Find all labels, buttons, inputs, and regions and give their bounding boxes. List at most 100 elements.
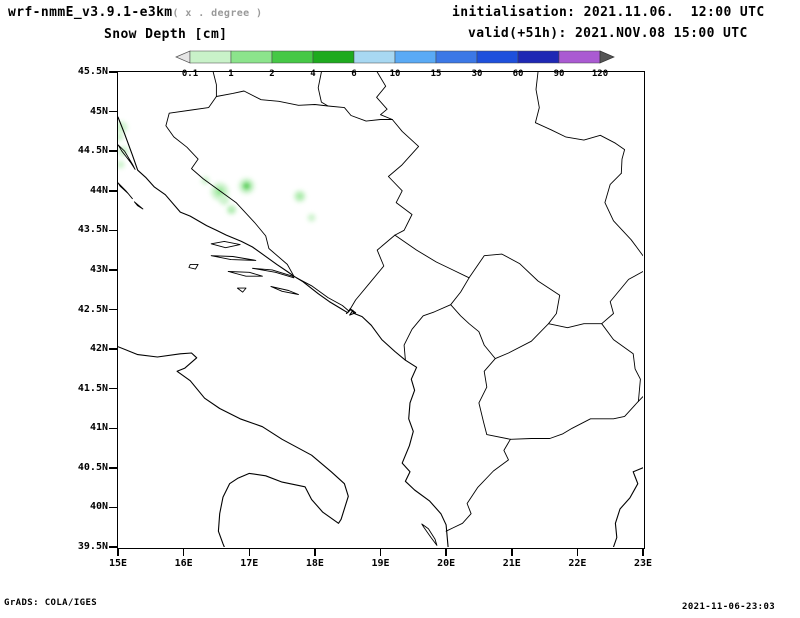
colorbar-label: 15	[431, 69, 442, 79]
island-path	[420, 523, 437, 546]
lon-tick	[445, 549, 447, 556]
lat-tick	[108, 71, 117, 73]
lat-tick-label: 43.5N	[77, 224, 108, 236]
colorbar-segment	[394, 50, 437, 64]
border-path	[403, 303, 451, 361]
lat-tick-label: 44.5N	[77, 145, 108, 157]
lon-tick	[117, 549, 119, 556]
colorbar-segment	[312, 50, 355, 64]
model-title: wrf-nmmE_v3.9.1-e3km( x . degree )	[8, 5, 262, 20]
colorbar-label: 1	[228, 69, 233, 79]
colorbar-segment	[517, 50, 560, 64]
border-path	[547, 322, 602, 328]
lon-tick-label: 17E	[240, 558, 259, 569]
colorbar-under-arrow	[175, 50, 191, 64]
lon-tick-label: 20E	[437, 558, 456, 569]
map-canvas	[117, 71, 643, 547]
coastline-path	[117, 345, 349, 547]
snow-spot	[229, 207, 233, 212]
initialisation-text: initialisation: 2021.11.06. 12:00 UTC	[452, 5, 765, 20]
model-title-text: wrf-nmmE_v3.9.1-e3km	[8, 5, 173, 20]
lon-tick	[511, 549, 513, 556]
island-path	[133, 200, 143, 209]
island-path	[251, 267, 294, 278]
colorbar-segment	[435, 50, 478, 64]
colorbar-label: 120	[592, 69, 608, 79]
snow-spot	[296, 193, 302, 199]
lat-tick-label: 41N	[89, 422, 108, 434]
island-path	[210, 254, 256, 261]
lon-tick-label: 21E	[502, 558, 521, 569]
model-resolution-note: ( x . degree )	[172, 8, 263, 19]
lat-tick	[108, 150, 117, 152]
border-path	[212, 71, 217, 97]
border-path	[295, 276, 349, 312]
lon-tick	[379, 549, 382, 556]
lat-tick	[108, 348, 117, 350]
border-path	[215, 90, 393, 122]
border-path	[477, 357, 511, 440]
lat-tick-label: 42.5N	[77, 303, 108, 315]
colorbar-label: 30	[472, 69, 483, 79]
lat-tick	[108, 190, 117, 192]
snow-spot	[218, 194, 229, 205]
colorbar-label: 4	[310, 69, 316, 79]
colorbar-label: 2	[269, 69, 274, 79]
colorbar-segment	[558, 50, 601, 64]
colorbar-segment	[189, 50, 232, 64]
lat-tick-label: 45.5N	[77, 66, 108, 77]
colorbar-label: 0.1	[182, 69, 198, 79]
border-path	[387, 118, 419, 236]
colorbar-label: 60	[513, 69, 524, 79]
lat-tick-label: 41.5N	[77, 382, 108, 394]
border-path	[317, 71, 328, 106]
colorbar-label: 10	[390, 69, 401, 79]
border-path	[603, 172, 643, 256]
lon-tick-label: 15E	[108, 558, 128, 569]
colorbar-label: 6	[351, 69, 356, 79]
grads-credit: GrADS: COLA/IGES	[4, 598, 98, 608]
lat-tick-label: 40N	[89, 501, 108, 513]
border-path	[375, 71, 393, 120]
lat-tick	[108, 308, 117, 311]
lon-tick-label: 23E	[633, 558, 653, 569]
colorbar-segment	[476, 50, 519, 64]
border-path	[534, 71, 625, 174]
lon-tick-label: 19E	[371, 558, 390, 569]
border-path	[445, 438, 511, 532]
border-path	[600, 322, 641, 402]
colorbar-segment	[353, 50, 396, 64]
snow-spot	[117, 132, 123, 141]
lat-tick	[108, 546, 117, 548]
lat-tick	[108, 467, 117, 469]
snow-spot	[307, 213, 316, 222]
island-path	[117, 143, 136, 170]
lat-tick	[108, 506, 117, 509]
lon-tick	[182, 549, 185, 556]
border-path	[637, 395, 643, 402]
island-path	[117, 181, 133, 199]
lon-tick	[642, 549, 644, 556]
lon-tick-label: 16E	[174, 558, 193, 569]
island-path	[227, 270, 263, 277]
border-path	[449, 253, 560, 359]
island-path	[210, 240, 241, 248]
border-path	[348, 234, 395, 312]
creation-timestamp: 2021-11-06-23:03	[682, 602, 776, 612]
lat-tick-label: 39.5N	[77, 541, 108, 552]
lat-tick	[108, 427, 117, 429]
island-path	[187, 263, 199, 270]
lat-tick-label: 44N	[89, 184, 108, 196]
border-path	[600, 270, 643, 324]
coastline-path	[612, 466, 643, 547]
lat-tick-label: 40.5N	[77, 461, 108, 473]
lon-tick	[248, 549, 250, 556]
lon-tick-label: 18E	[305, 558, 324, 569]
lat-tick	[108, 387, 117, 390]
colorbar-over-arrow	[599, 50, 615, 64]
product-title: Snow Depth [cm]	[104, 27, 228, 42]
map-frame	[116, 70, 645, 549]
colorbar: 0.1 1 2 4 6 10 15 30 60 90 120	[170, 50, 622, 82]
colorbar-svg: 0.1 1 2 4 6 10 15 30 60 90 120	[175, 50, 615, 79]
